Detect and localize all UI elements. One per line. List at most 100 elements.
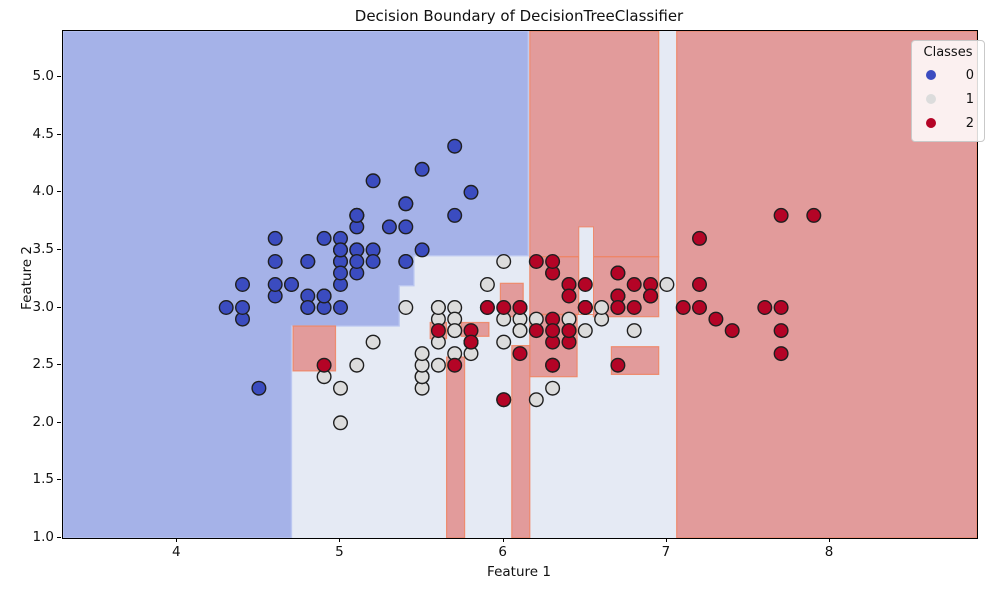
x-tick-mark [502,538,504,542]
scatter-point-class1 [447,323,463,339]
scatter-point-class0 [414,242,430,258]
y-tick-mark [57,537,61,538]
scatter-point-class2 [545,253,561,269]
region-class2 [446,356,466,538]
x-tick-mark [339,538,341,542]
x-tick-label: 8 [824,544,834,560]
scatter-point-class0 [218,300,234,316]
scatter-point-class2 [545,357,561,373]
y-axis-label: Feature 2 [19,246,35,310]
scatter-point-class1 [577,323,593,339]
scatter-point-class1 [430,357,446,373]
scatter-point-class1 [528,392,544,408]
scatter-point-class2 [512,346,528,362]
scatter-point-class2 [643,288,659,304]
y-tick-mark [57,248,61,250]
scatter-point-class0 [365,253,381,269]
scatter-point-class1 [479,276,495,292]
scatter-point-class2 [545,323,561,339]
legend-item-label: 0 [965,67,974,83]
scatter-point-class2 [577,276,593,292]
scatter-point-class0 [316,230,332,246]
y-tick-label: 3.0 [32,298,54,315]
scatter-point-class0 [447,138,463,154]
scatter-point-class2 [626,300,642,316]
y-tick-label: 5.0 [32,68,54,85]
y-tick-label: 4.5 [32,125,54,142]
decision-boundary-canvas [63,31,977,538]
y-tick-mark [57,421,61,423]
scatter-point-class1 [496,334,512,350]
scatter-point-class0 [365,173,381,189]
scatter-point-class1 [659,276,675,292]
x-axis-label: Feature 1 [487,564,551,580]
scatter-point-class0 [333,300,349,316]
scatter-point-class0 [267,230,283,246]
y-tick-mark [57,191,61,193]
scatter-point-class0 [398,219,414,235]
legend-marker-icon [926,94,936,104]
scatter-point-class2 [692,276,708,292]
y-tick-mark [57,76,61,78]
y-tick-mark [57,364,61,366]
scatter-point-class1 [414,346,430,362]
scatter-point-class2 [773,346,789,362]
scatter-point-class2 [773,300,789,316]
scatter-point-class1 [349,357,365,373]
scatter-point-class0 [300,300,316,316]
scatter-point-class2 [692,300,708,316]
scatter-point-class1 [545,380,561,396]
scatter-point-class2 [463,334,479,350]
legend-item-0: 0 [918,63,978,87]
region-class2 [529,31,660,258]
scatter-point-class1 [365,334,381,350]
y-tick-label: 2.5 [32,356,54,373]
scatter-point-class2 [708,311,724,327]
scatter-point-class2 [610,300,626,316]
legend-item-1: 1 [918,87,978,111]
x-tick-mark [176,538,178,542]
scatter-point-class0 [398,196,414,212]
scatter-point-class0 [447,207,463,223]
x-tick-label: 6 [498,544,507,560]
scatter-point-class2 [528,323,544,339]
scatter-point-class1 [594,300,610,316]
scatter-point-class1 [333,380,349,396]
scatter-point-class2 [512,300,528,316]
scatter-point-class0 [414,161,430,177]
legend-title: Classes [923,45,973,60]
scatter-point-class0 [349,253,365,269]
scatter-point-class2 [757,300,773,316]
scatter-point-class0 [333,265,349,281]
scatter-point-class2 [773,323,789,339]
scatter-point-class2 [773,207,789,223]
legend-marker-icon [926,118,936,128]
x-tick-mark [829,538,831,542]
scatter-point-class1 [398,300,414,316]
scatter-point-class2 [610,357,626,373]
y-tick-label: 3.5 [32,240,54,257]
scatter-point-class0 [283,276,299,292]
scatter-point-class2 [577,300,593,316]
scatter-point-class1 [512,323,528,339]
scatter-point-class0 [316,288,332,304]
scatter-point-class2 [806,207,822,223]
scatter-point-class2 [561,323,577,339]
legend-items: 0 1 2 [918,63,978,135]
scatter-point-class0 [234,276,250,292]
y-tick-label: 2.0 [32,413,54,430]
y-tick-label: 4.0 [32,183,54,200]
scatter-point-class0 [349,207,365,223]
legend-item-label: 1 [965,91,974,107]
x-tick-label: 5 [335,544,344,560]
y-tick-mark [57,133,61,135]
x-tick-mark [665,538,667,542]
plot-area: Classes 0 1 2 [62,30,985,539]
scatter-point-class0 [381,219,397,235]
scatter-point-class2 [675,300,691,316]
scatter-point-class2 [430,323,446,339]
scatter-point-class2 [496,392,512,408]
scatter-point-class2 [316,357,332,373]
x-tick-label: 4 [171,544,181,560]
